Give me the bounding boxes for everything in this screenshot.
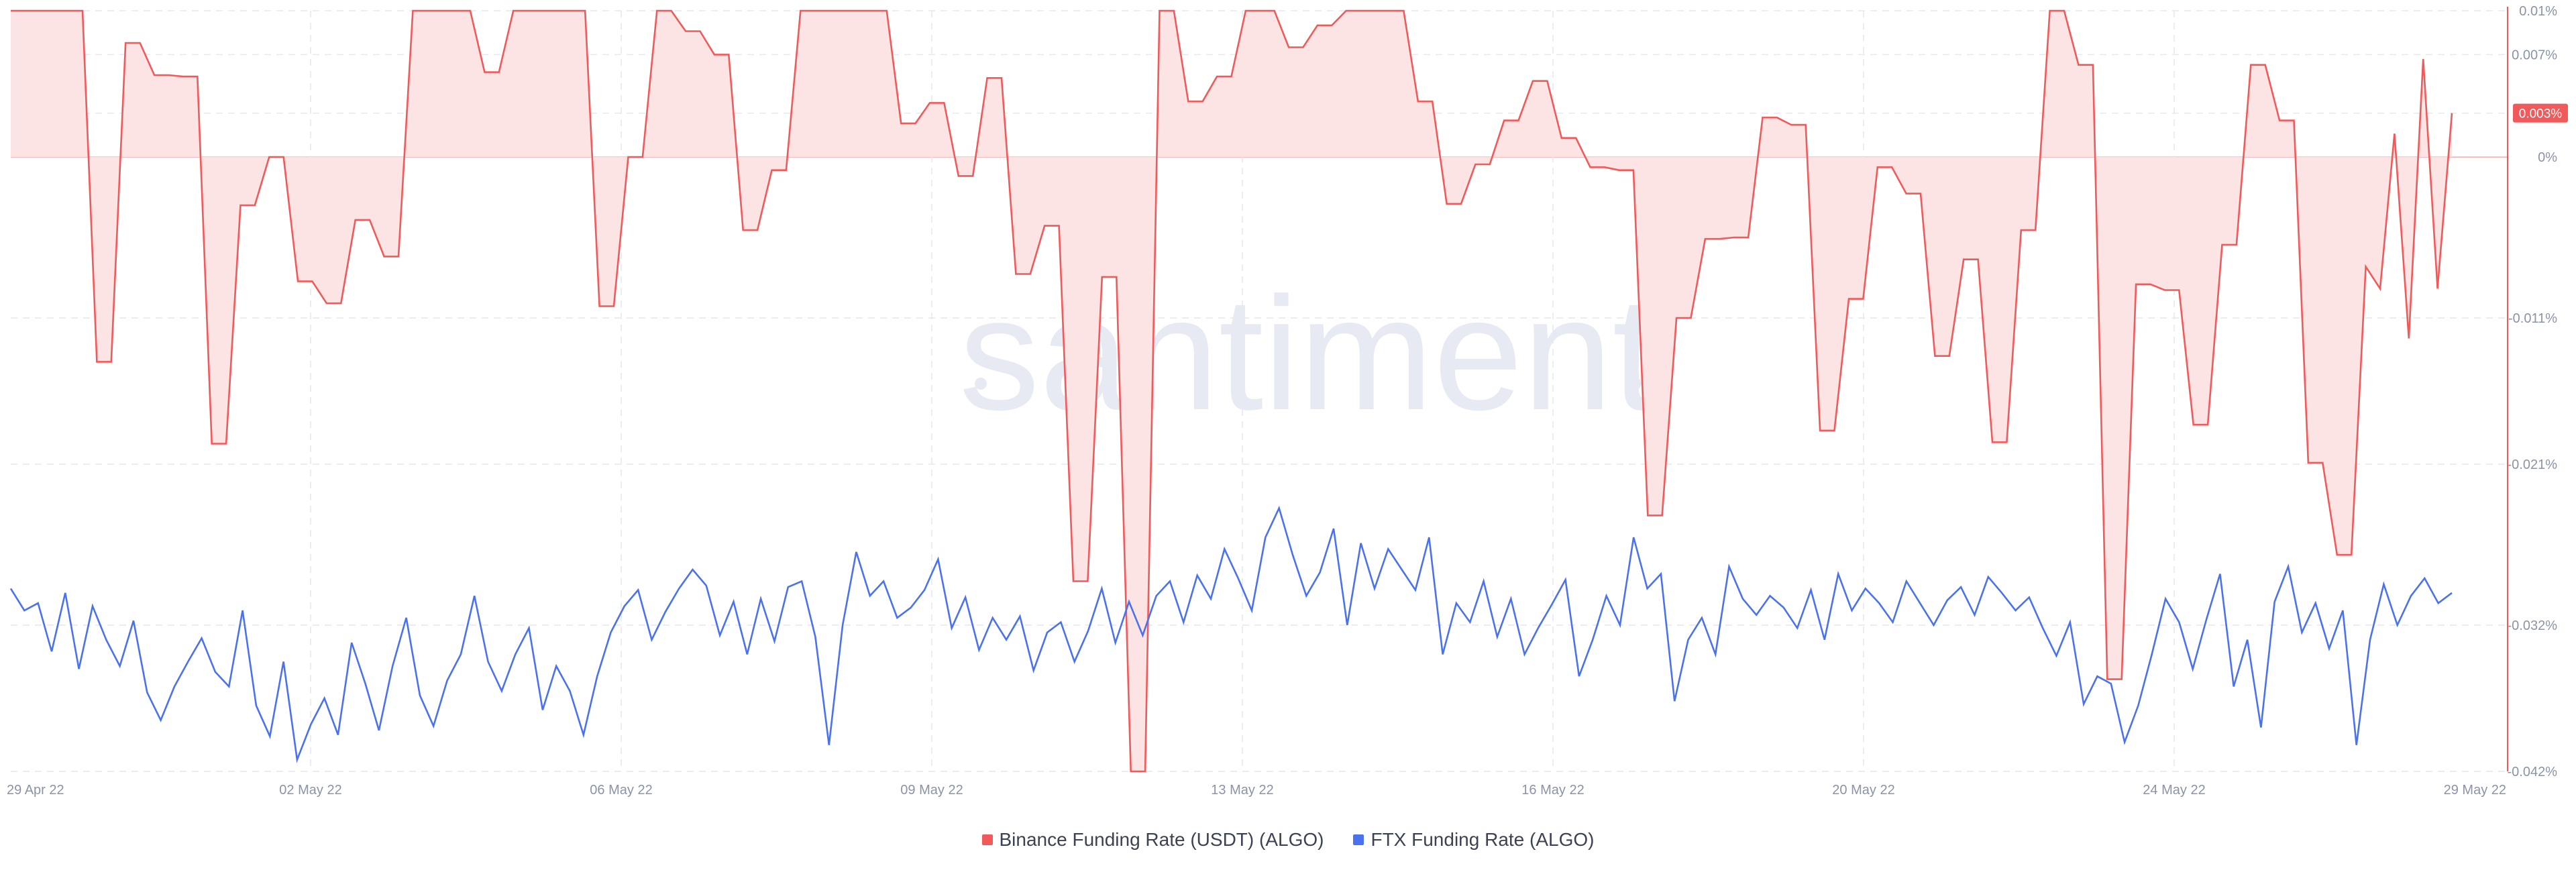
legend-item-ftx[interactable]: FTX Funding Rate (ALGO) — [1353, 829, 1594, 851]
x-tick-label: 24 May 22 — [2143, 783, 2205, 798]
x-tick-label: 06 May 22 — [590, 783, 652, 798]
legend-label-binance: Binance Funding Rate (USDT) (ALGO) — [999, 829, 1324, 850]
x-tick-label: 13 May 22 — [1211, 783, 1273, 798]
y-axis-ticks: 0.01% 0.007% 0% -0.011% -0.021% -0.032% -0.042… — [2508, 4, 2558, 779]
current-value-badge-text: 0.003% — [2519, 107, 2563, 121]
y-tick-label: -0.021% — [2508, 457, 2558, 472]
y-tick-label: -0.042% — [2508, 765, 2558, 779]
y-tick-label: -0.011% — [2508, 311, 2557, 326]
x-tick-label: 29 Apr 22 — [7, 783, 64, 798]
y-tick-label: 0.01% — [2519, 4, 2557, 19]
x-tick-label: 29 May 22 — [2444, 783, 2506, 798]
x-tick-label: 02 May 22 — [279, 783, 341, 798]
ftx-funding-line — [9, 505, 2453, 763]
legend-item-binance[interactable]: Binance Funding Rate (USDT) (ALGO) — [981, 829, 1324, 851]
binance-funding-line — [11, 9, 2453, 773]
watermark-dot-right — [1629, 378, 1642, 390]
funding-rate-chart: santiment 0.01%0.007%0%-0.011%-0.021%-0.… — [7, 4, 2568, 798]
legend-label-ftx: FTX Funding Rate (ALGO) — [1371, 829, 1595, 850]
current-value-badge-bg — [2513, 103, 2568, 123]
y-tick-label: 0.007% — [2512, 48, 2557, 62]
y-tick-label: 0% — [2538, 150, 2557, 165]
chart-legend: Binance Funding Rate (USDT) (ALGO) FTX F… — [0, 826, 2576, 853]
x-tick-label: 20 May 22 — [1832, 783, 1894, 798]
legend-swatch-binance — [981, 834, 993, 845]
current-value-badge: 0.003% — [2513, 103, 2568, 123]
x-axis-ticks: 29 Apr 22 02 May 22 06 May 22 09 May 22 13 M… — [7, 783, 2506, 798]
legend-swatch-ftx — [1353, 834, 1364, 845]
binance-area-fill — [11, 11, 2452, 771]
x-tick-label: 16 May 22 — [1521, 783, 1584, 798]
y-tick-label: -0.032% — [2508, 618, 2558, 633]
x-tick-label: 09 May 22 — [900, 783, 963, 798]
watermark-dot-left — [975, 378, 987, 390]
